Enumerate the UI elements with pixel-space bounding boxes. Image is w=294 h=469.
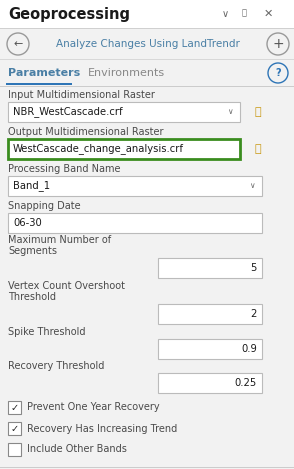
FancyBboxPatch shape <box>8 139 240 159</box>
Circle shape <box>268 63 288 83</box>
Text: WestCascade_change_analysis.crf: WestCascade_change_analysis.crf <box>13 144 184 154</box>
Text: Threshold: Threshold <box>8 292 56 302</box>
Text: ?: ? <box>275 68 281 78</box>
FancyBboxPatch shape <box>158 258 262 278</box>
FancyBboxPatch shape <box>6 83 72 85</box>
Text: Segments: Segments <box>8 246 57 256</box>
FancyBboxPatch shape <box>8 401 21 414</box>
Text: Prevent One Year Recovery: Prevent One Year Recovery <box>27 402 160 413</box>
Text: Spike Threshold: Spike Threshold <box>8 327 86 337</box>
Text: 2: 2 <box>250 309 257 319</box>
FancyBboxPatch shape <box>158 373 262 393</box>
Text: Output Multidimensional Raster: Output Multidimensional Raster <box>8 127 163 137</box>
FancyBboxPatch shape <box>0 28 294 29</box>
FancyBboxPatch shape <box>8 443 21 456</box>
Text: 0.25: 0.25 <box>235 378 257 388</box>
Text: ✕: ✕ <box>264 9 273 19</box>
Text: Recovery Has Increasing Trend: Recovery Has Increasing Trend <box>27 424 177 433</box>
Text: +: + <box>272 37 284 51</box>
Text: Geoprocessing: Geoprocessing <box>8 7 130 22</box>
Text: Recovery Threshold: Recovery Threshold <box>8 361 104 371</box>
FancyBboxPatch shape <box>8 102 240 122</box>
Text: 📌: 📌 <box>242 8 247 17</box>
Text: Snapping Date: Snapping Date <box>8 201 81 211</box>
Text: Analyze Changes Using LandTrendr: Analyze Changes Using LandTrendr <box>56 39 240 49</box>
Text: Band_1: Band_1 <box>13 181 50 191</box>
FancyBboxPatch shape <box>0 60 294 86</box>
Text: ∨: ∨ <box>249 182 255 190</box>
FancyBboxPatch shape <box>0 29 294 59</box>
Text: ←: ← <box>13 39 23 49</box>
Text: ✓: ✓ <box>11 403 19 413</box>
Text: Environments: Environments <box>88 68 165 78</box>
Text: Maximum Number of: Maximum Number of <box>8 235 111 245</box>
FancyBboxPatch shape <box>0 59 294 60</box>
FancyBboxPatch shape <box>8 422 21 435</box>
Text: ✓: ✓ <box>11 424 19 434</box>
Text: 📁: 📁 <box>255 144 261 154</box>
Circle shape <box>267 33 289 55</box>
Text: ∨: ∨ <box>227 107 233 116</box>
FancyBboxPatch shape <box>8 213 262 233</box>
Text: 0.9: 0.9 <box>241 344 257 354</box>
Text: Include Other Bands: Include Other Bands <box>27 445 127 454</box>
Text: Vertex Count Overshoot: Vertex Count Overshoot <box>8 281 125 291</box>
FancyBboxPatch shape <box>0 86 294 87</box>
Text: 5: 5 <box>250 263 257 273</box>
FancyBboxPatch shape <box>158 304 262 324</box>
Text: Processing Band Name: Processing Band Name <box>8 164 121 174</box>
Text: ∨: ∨ <box>222 9 229 19</box>
Text: 06-30: 06-30 <box>13 218 42 228</box>
FancyBboxPatch shape <box>0 467 294 468</box>
Text: Parameters: Parameters <box>8 68 80 78</box>
Text: NBR_WestCascade.crf: NBR_WestCascade.crf <box>13 106 123 117</box>
Text: 📁: 📁 <box>255 107 261 117</box>
FancyBboxPatch shape <box>8 176 262 196</box>
Text: Input Multidimensional Raster: Input Multidimensional Raster <box>8 90 155 100</box>
Circle shape <box>7 33 29 55</box>
FancyBboxPatch shape <box>158 339 262 359</box>
FancyBboxPatch shape <box>0 0 294 28</box>
